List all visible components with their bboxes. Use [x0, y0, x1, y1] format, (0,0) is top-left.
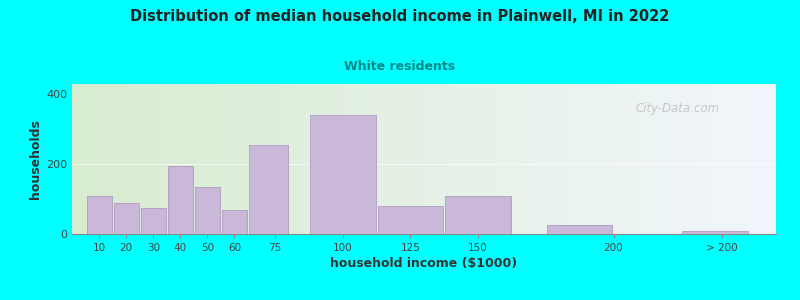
Text: Distribution of median household income in Plainwell, MI in 2022: Distribution of median household income …	[130, 9, 670, 24]
Bar	[114, 202, 138, 234]
Bar	[378, 206, 443, 234]
Text: City-Data.com: City-Data.com	[635, 102, 719, 115]
Bar	[310, 116, 375, 234]
Bar	[195, 187, 220, 234]
Bar	[222, 210, 247, 234]
Bar	[86, 196, 111, 234]
Bar	[446, 196, 511, 234]
Text: White residents: White residents	[345, 60, 455, 73]
Bar	[168, 166, 193, 234]
Bar	[547, 225, 613, 234]
X-axis label: household income ($1000): household income ($1000)	[330, 257, 518, 270]
Bar	[249, 145, 287, 234]
Bar	[141, 208, 166, 234]
Y-axis label: households: households	[29, 119, 42, 199]
Bar	[682, 230, 748, 234]
